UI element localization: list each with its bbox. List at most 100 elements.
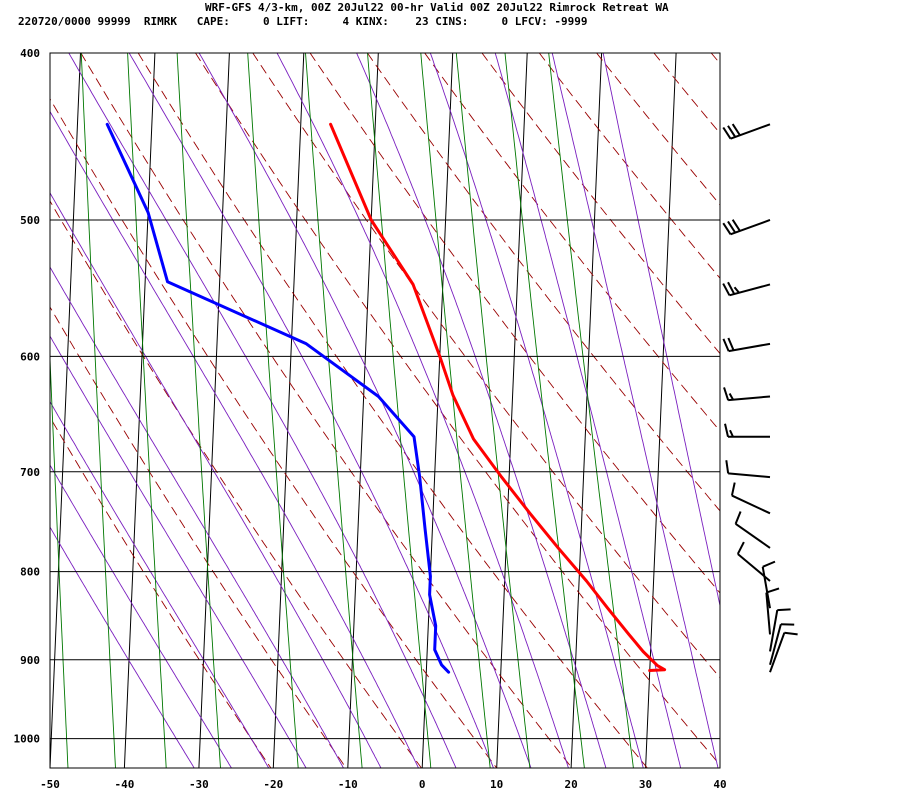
- barb-shaft: [735, 523, 771, 549]
- moist-adiabat-line: [429, 53, 644, 768]
- barb-feather: [784, 631, 798, 636]
- dry-adiabat-line: [50, 98, 498, 768]
- axis-ticks: 400 500 600 700 800 900 1000 -50 -40 -30 -20 -10 0 10…: [14, 47, 727, 791]
- barb-feather: [728, 392, 735, 401]
- wind-barb: [765, 587, 780, 635]
- mixing-ratio-line: [247, 53, 299, 768]
- barb-shaft: [769, 609, 779, 652]
- y-tick-label: 900: [20, 654, 40, 667]
- moist-adiabat-line: [551, 53, 719, 768]
- x-tick-label: -30: [189, 778, 209, 791]
- x-tick-label: 30: [639, 778, 652, 791]
- mixing-ratio-line: [548, 53, 634, 768]
- mixing-ratio-line: [80, 53, 116, 768]
- mixing-ratio-line: [455, 53, 531, 768]
- dry-adiabat-line: [883, 53, 900, 768]
- wind-barb: [724, 423, 770, 438]
- barb-feather: [722, 126, 732, 140]
- station-info: 220720/0000 99999 RIMRK CAPE: 0 LIFT: 4 …: [18, 15, 588, 28]
- isotherm-line: [347, 53, 379, 768]
- moist-adiabat-line: [356, 53, 607, 768]
- moist-adiabat-line: [50, 400, 270, 768]
- barb-feather: [777, 608, 791, 612]
- moist-adiabat-line: [50, 191, 382, 768]
- barb-feather: [733, 286, 740, 294]
- x-tick-label: 10: [490, 778, 503, 791]
- moist-adiabat-line: [50, 266, 345, 768]
- y-tick-label: 700: [20, 466, 40, 479]
- dry-adiabat-line: [50, 200, 422, 768]
- moist-adiabat-line: [276, 53, 569, 768]
- dry-adiabat-line: [366, 53, 720, 512]
- barb-feather: [762, 560, 776, 568]
- moist-adiabat-line: [128, 53, 494, 768]
- wind-barb: [725, 460, 771, 479]
- dry-adiabat-line: [710, 53, 720, 65]
- barb-feather: [723, 387, 730, 401]
- barb-feather: [729, 429, 734, 438]
- x-tick-label: 40: [713, 778, 726, 791]
- mixing-ratio-line: [420, 53, 491, 768]
- dry-adiabat-line: [596, 53, 720, 206]
- dry-adiabat-line: [653, 53, 720, 134]
- barb-shaft: [769, 632, 786, 673]
- dry-adiabat-line: [481, 53, 720, 355]
- barb-feather: [731, 219, 741, 232]
- barb-feather: [734, 511, 742, 525]
- plot-frame: [49, 52, 721, 769]
- x-tick-label: 20: [564, 778, 577, 791]
- wind-barb: [730, 482, 771, 515]
- x-tick-label: -40: [115, 778, 135, 791]
- mixing-ratio-line: [367, 53, 432, 768]
- barb-feather: [722, 338, 730, 352]
- dry-adiabat-line: [50, 416, 272, 768]
- barb-feather: [722, 222, 732, 235]
- isotherm-line: [645, 53, 677, 768]
- isotherm-line: [496, 53, 528, 768]
- y-tick-label: 600: [20, 350, 40, 363]
- barb-shaft: [729, 283, 771, 297]
- y-tick-label: 500: [20, 214, 40, 227]
- isotherm-line: [570, 53, 603, 768]
- isotherm-line: [198, 53, 230, 768]
- wind-barb: [722, 219, 771, 236]
- wind-barb: [722, 123, 771, 140]
- mixing-ratio-line: [50, 347, 69, 768]
- dry-adiabat-line: [195, 53, 720, 766]
- moist-adiabat-line: [68, 53, 457, 768]
- dry-adiabat-line: [769, 53, 900, 768]
- y-tick-label: 1000: [14, 733, 41, 746]
- dry-adiabat-line: [252, 53, 720, 679]
- barb-feather: [727, 337, 735, 351]
- barb-shaft: [730, 123, 771, 140]
- wind-barbs: [722, 123, 798, 673]
- profile-line: [329, 122, 667, 672]
- dry-adiabat-line: [309, 53, 720, 594]
- mixing-ratio-line: [127, 53, 167, 768]
- isotherm-line: [0, 53, 6, 768]
- barb-feather: [727, 281, 736, 295]
- chart-title: WRF-GFS 4/3-km, 00Z 20Jul22 00-hr Valid …: [205, 1, 669, 14]
- barb-shaft: [765, 592, 771, 635]
- barb-feather: [736, 541, 745, 555]
- x-tick-label: -50: [40, 778, 60, 791]
- wind-barb: [769, 623, 795, 666]
- dry-adiabat-line: [80, 53, 573, 768]
- dry-adiabat-line: [50, 306, 347, 768]
- moist-adiabat-line: [50, 526, 195, 768]
- x-tick-label: 0: [419, 778, 426, 791]
- wind-barb: [769, 631, 798, 673]
- isotherm-line: [50, 53, 81, 768]
- barb-shaft: [728, 395, 771, 402]
- barb-shaft: [731, 494, 771, 515]
- barb-shaft: [728, 342, 771, 353]
- barb-shaft: [769, 623, 782, 666]
- profile-line: [105, 122, 451, 674]
- isotherm-line: [719, 756, 720, 768]
- mixing-ratio-line: [305, 53, 363, 768]
- barb-feather: [766, 587, 780, 594]
- isotherm-line: [272, 53, 305, 768]
- isotherm-line: [421, 53, 454, 768]
- x-tick-label: -10: [338, 778, 358, 791]
- barb-feather: [722, 283, 731, 296]
